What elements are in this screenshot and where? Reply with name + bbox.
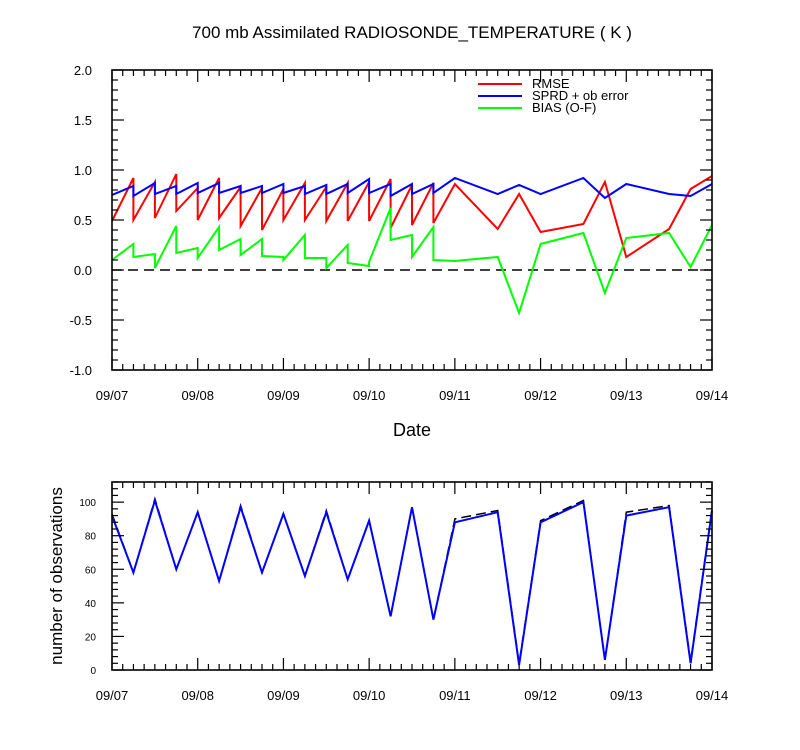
y-tick-label: 0.5 [74, 213, 92, 228]
chart-bottom-y-axis-label: number of observations [47, 487, 66, 665]
x-tick-label: 09/08 [181, 388, 214, 403]
y-tick-label: 0 [90, 666, 96, 677]
y-tick-label: 100 [79, 498, 96, 509]
x-tick-label: 09/07 [96, 688, 129, 703]
chart-top-series-group [111, 173, 713, 317]
series-line-bias-o-f [111, 207, 713, 317]
x-tick-label: 09/14 [696, 388, 729, 403]
chart-top: 700 mb Assimilated RADIOSONDE_TEMPERATUR… [70, 23, 729, 440]
x-tick-label: 09/11 [439, 388, 471, 403]
x-tick-label: 09/08 [181, 688, 214, 703]
y-tick-label: 0.0 [74, 263, 92, 278]
chart-bottom-series-group [111, 496, 713, 666]
legend-label-rmse: RMSE [532, 76, 570, 91]
series-line-sprd-ob-error [111, 176, 713, 200]
chart-bottom-ticks [111, 481, 713, 671]
x-tick-label: 09/13 [610, 688, 643, 703]
x-tick-label: 09/09 [267, 388, 300, 403]
y-tick-label: -1.0 [70, 363, 92, 378]
x-tick-label: 09/10 [353, 688, 386, 703]
y-tick-label: 80 [85, 532, 97, 543]
y-tick-label: 2.0 [74, 63, 92, 78]
y-tick-label: -0.5 [70, 313, 92, 328]
series-line-rmse [111, 173, 713, 259]
legend-label-sprd-ob-error: SPRD + ob error [532, 88, 629, 103]
chart-top-x-axis-label: Date [393, 420, 431, 440]
chart-bottom-y-tick-labels: 0 20 40 60 80 100 [79, 498, 96, 677]
x-tick-label: 09/11 [439, 688, 471, 703]
x-tick-label: 09/13 [610, 388, 643, 403]
chart-top-x-tick-labels: 09/07 09/08 09/09 09/10 09/11 09/12 09/13 09/14 [96, 388, 729, 403]
x-tick-label: 09/09 [267, 688, 300, 703]
chart-bottom-x-tick-labels: 09/07 09/08 09/09 09/10 09/11 09/12 09/13 09/14 [96, 688, 729, 703]
y-tick-label: 60 [85, 565, 97, 576]
x-tick-label: 09/07 [96, 388, 129, 403]
y-tick-label: 40 [85, 599, 97, 610]
x-tick-label: 09/10 [353, 388, 386, 403]
x-tick-label: 09/14 [696, 688, 729, 703]
series-line-assimilated [111, 497, 713, 666]
y-tick-label: 1.5 [74, 113, 92, 128]
x-tick-label: 09/12 [524, 388, 557, 403]
y-tick-label: 20 [85, 632, 97, 643]
chart-top-y-tick-labels: -1.0 -0.5 0.0 0.5 1.0 1.5 2.0 [70, 63, 92, 378]
chart-top-title: 700 mb Assimilated RADIOSONDE_TEMPERATUR… [192, 23, 632, 42]
legend-label-bias-o-f: BIAS (O-F) [532, 100, 596, 115]
y-tick-label: 1.0 [74, 163, 92, 178]
chart-top-ticks [111, 69, 713, 371]
x-tick-label: 09/12 [524, 688, 557, 703]
